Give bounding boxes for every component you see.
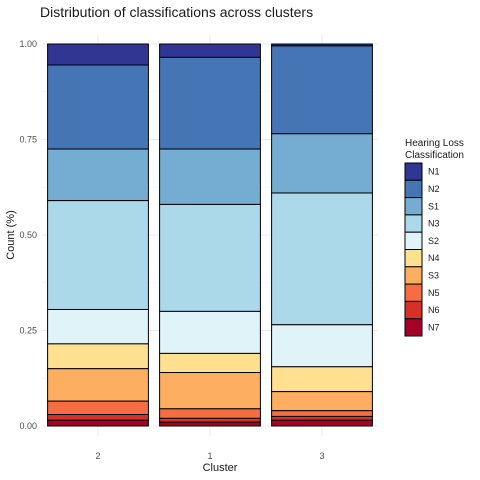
legend-label: S2	[428, 236, 439, 246]
bar-segment-n2-cluster-3	[271, 45, 373, 135]
bar-segment-s1-cluster-1	[159, 148, 261, 205]
bar-segment-n7-cluster-3	[271, 419, 373, 427]
legend-label: N6	[428, 305, 440, 315]
bar-segment-n5-cluster-3	[271, 410, 373, 417]
legend-title: Classification	[405, 150, 464, 161]
bar-group-cluster-1	[159, 43, 261, 427]
legend-key	[404, 197, 423, 216]
legend-label: N1	[428, 167, 440, 177]
bar-segment-n4-cluster-3	[271, 366, 373, 393]
x-tick-label: 2	[95, 451, 100, 461]
legend-key	[404, 162, 423, 181]
legend-key	[404, 214, 423, 233]
bar-segment-n7-cluster-2	[47, 419, 149, 427]
chart-title: Distribution of classifications across c…	[40, 4, 313, 20]
x-tick-label: 3	[319, 451, 324, 461]
bar-segment-n1-cluster-1	[159, 43, 261, 58]
y-tick-label: 0.75	[19, 135, 37, 145]
bar-segment-n6-cluster-3	[271, 415, 373, 421]
bar-segment-n4-cluster-1	[159, 352, 261, 374]
bar-segment-n3-cluster-2	[47, 200, 149, 310]
x-axis-title: Cluster	[203, 462, 238, 474]
legend-item-s2: S2	[404, 231, 439, 250]
bar-segment-n5-cluster-2	[47, 400, 149, 416]
legend-key	[404, 266, 423, 285]
bar-segment-n5-cluster-1	[159, 408, 261, 419]
legend-item-s3: S3	[404, 266, 439, 285]
bar-segment-n2-cluster-2	[47, 64, 149, 150]
legend-item-n7: N7	[404, 318, 440, 337]
legend-item-n4: N4	[404, 249, 440, 268]
bar-segment-n2-cluster-1	[159, 56, 261, 150]
bar-segment-n1-cluster-2	[47, 43, 149, 66]
bar-segment-s2-cluster-2	[47, 308, 149, 345]
bar-segment-n6-cluster-1	[159, 417, 261, 423]
y-axis-title: Count (%)	[5, 210, 17, 260]
y-tick-label: 0.25	[19, 326, 37, 336]
bar-segment-n4-cluster-2	[47, 343, 149, 370]
bar-segment-n3-cluster-1	[159, 203, 261, 312]
legend-label: N7	[428, 322, 440, 332]
bar-segment-s2-cluster-1	[159, 310, 261, 354]
legend-item-n1: N1	[404, 162, 440, 181]
x-tick-label: 1	[207, 451, 212, 461]
bar-group-cluster-2	[47, 43, 149, 427]
plot-area: 0.00 0.25 0.50 0.75 1.00 2 1 3	[19, 34, 378, 461]
legend-key	[404, 318, 423, 337]
legend-item-n6: N6	[404, 300, 440, 320]
legend-item-n2: N2	[404, 179, 440, 199]
legend-key	[404, 300, 423, 320]
bar-segment-n3-cluster-3	[271, 192, 373, 326]
bar-segment-n6-cluster-2	[47, 414, 149, 421]
legend-label: N5	[428, 288, 440, 298]
legend-label: S1	[428, 201, 439, 211]
legend-label: N4	[428, 253, 440, 263]
y-tick-label: 0.00	[19, 421, 37, 431]
legend-key	[404, 249, 423, 268]
legend-item-n3: N3	[404, 214, 440, 233]
legend-item-n5: N5	[404, 283, 440, 302]
legend-label: S3	[428, 270, 439, 280]
bar-segment-s1-cluster-2	[47, 148, 149, 202]
bar-segment-s2-cluster-3	[271, 324, 373, 368]
legend-label: N2	[428, 184, 440, 194]
legend-label: N3	[428, 219, 440, 229]
bar-segment-s3-cluster-1	[159, 372, 261, 410]
bar-segment-s3-cluster-2	[47, 368, 149, 402]
bar-segment-s3-cluster-3	[271, 391, 373, 412]
legend-title: Hearing Loss	[405, 138, 464, 149]
legend-key	[404, 231, 423, 250]
bar-group-cluster-3	[271, 43, 373, 427]
bar-segment-s1-cluster-3	[271, 133, 373, 194]
bar-segment-n7-cluster-1	[159, 421, 261, 427]
legend-key	[404, 283, 423, 302]
y-tick-label: 0.50	[19, 230, 37, 240]
legend-key	[404, 179, 423, 199]
y-tick-label: 1.00	[19, 39, 37, 49]
legend-item-s1: S1	[404, 197, 439, 216]
